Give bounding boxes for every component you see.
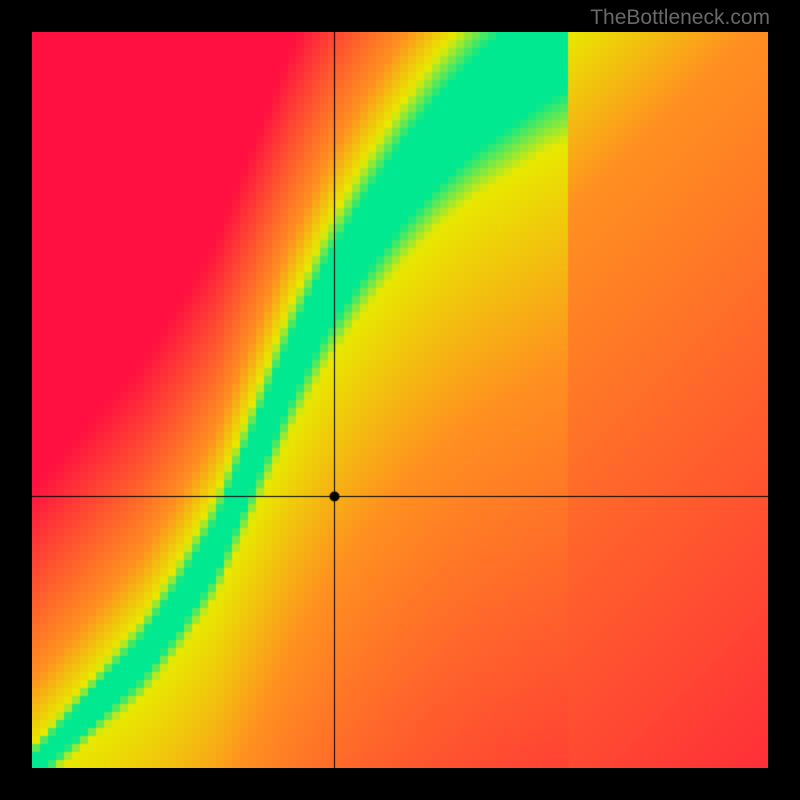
watermark-text: TheBottleneck.com bbox=[590, 6, 770, 30]
heatmap-canvas bbox=[32, 32, 768, 768]
bottleneck-heatmap bbox=[32, 32, 768, 768]
